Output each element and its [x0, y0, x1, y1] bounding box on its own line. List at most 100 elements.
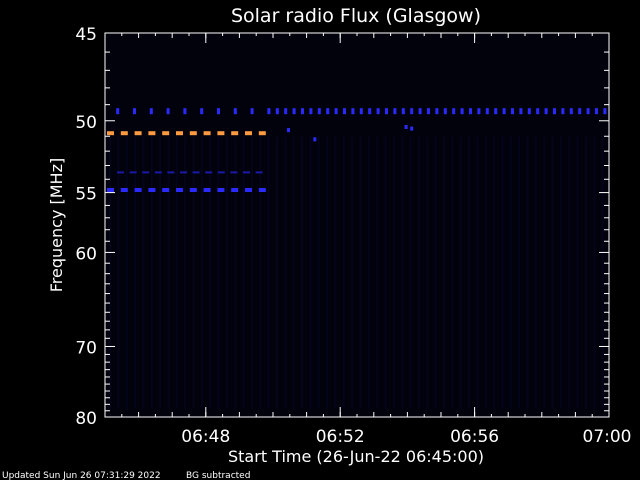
band-segment — [267, 108, 271, 115]
band-segment — [230, 171, 238, 174]
band-segment — [167, 171, 175, 174]
band-segment — [217, 171, 225, 174]
band-segment — [275, 108, 279, 115]
noise-stripe — [493, 136, 496, 410]
noise-stripe — [409, 136, 412, 410]
y-axis: 45 50 55 60 70 80 — [75, 25, 609, 429]
band-segment — [544, 108, 548, 115]
x-tick-label: 07:00 — [583, 427, 632, 447]
band-segment — [154, 171, 162, 174]
band-segment — [189, 188, 197, 192]
noise-stripe — [484, 136, 487, 410]
band-segment — [569, 108, 573, 115]
noise-stripe — [534, 136, 537, 410]
band-segment — [334, 108, 338, 115]
noise-stripe — [417, 136, 420, 410]
x-tick-label: 06:48 — [181, 427, 230, 447]
x-axis: 06:48 06:52 06:56 07:00 — [121, 33, 632, 447]
band-segment — [116, 108, 120, 115]
band-segment — [107, 131, 114, 136]
band-segment — [243, 171, 250, 174]
band-segment — [205, 171, 213, 174]
band-segment — [255, 171, 263, 174]
noise-stripe — [342, 136, 345, 410]
band-segment — [176, 188, 183, 192]
noise-stripe — [150, 136, 153, 410]
noise-stripe — [367, 136, 370, 410]
band-segment — [284, 108, 288, 115]
noise-stripe — [167, 136, 170, 410]
emission-blip — [410, 126, 414, 131]
band-segment — [148, 188, 156, 192]
noise-stripe — [134, 136, 137, 410]
x-axis-label: Start Time (26-Jun-22 06:45:00) — [228, 447, 484, 466]
band-segment — [561, 108, 565, 115]
noise-stripe — [309, 136, 312, 410]
band-segment — [133, 108, 136, 115]
band-segment — [343, 108, 346, 115]
band-segment — [149, 108, 153, 115]
noise-stripe — [217, 136, 220, 410]
noise-stripe — [585, 136, 587, 410]
noise-stripe — [551, 136, 554, 410]
band-segment — [536, 108, 540, 115]
band-segment — [189, 131, 197, 136]
band-segment — [393, 108, 397, 115]
noise-stripe — [209, 136, 212, 410]
band-segment — [166, 108, 170, 115]
emission-blip — [313, 137, 317, 142]
band-segment — [368, 108, 372, 115]
noise-stripe — [384, 136, 387, 410]
band-segment — [351, 108, 355, 115]
band-segment — [233, 108, 237, 115]
band-segment — [292, 108, 296, 115]
band-segment — [603, 108, 607, 115]
band-segment — [183, 108, 187, 115]
band-segment — [485, 108, 489, 115]
band-segment — [527, 108, 531, 115]
band-segment — [200, 108, 204, 115]
band-segment — [385, 108, 388, 115]
band-segment — [142, 171, 150, 174]
noise-stripe — [401, 136, 404, 410]
noise-stripe — [459, 136, 462, 410]
band-segment — [359, 108, 363, 115]
band-segment — [245, 188, 252, 192]
noise-stripe — [359, 136, 362, 410]
band-segment — [469, 108, 472, 115]
band-segment — [117, 171, 124, 174]
emission-blip — [404, 125, 408, 129]
band-segment — [180, 171, 187, 174]
band-segment — [134, 188, 142, 192]
noise-stripe — [376, 136, 379, 410]
band-segment — [309, 108, 313, 115]
y-tick-label: 60 — [75, 244, 97, 264]
noise-stripe — [109, 136, 111, 410]
noise-stripe — [426, 136, 429, 410]
band-segment — [410, 108, 414, 115]
band-segment — [245, 131, 252, 136]
band-segment — [258, 188, 266, 192]
band-segment — [129, 171, 137, 174]
noise-stripe — [543, 136, 546, 410]
band-segment — [326, 108, 330, 115]
emission-blip — [287, 128, 290, 133]
x-tick-label: 06:56 — [450, 427, 499, 447]
band-segment — [217, 188, 225, 192]
noise-stripe — [468, 136, 471, 410]
band-segment — [217, 131, 225, 136]
band-segment — [578, 108, 582, 115]
noise-stripe — [317, 136, 320, 410]
noise-stripe — [476, 136, 479, 410]
noise-stripe — [184, 136, 187, 410]
noise-stripe — [326, 136, 329, 410]
band-segment — [217, 108, 220, 115]
band-segment — [258, 131, 266, 136]
noise-stripe — [334, 136, 337, 410]
band-segment — [553, 108, 556, 115]
band-segment — [231, 188, 239, 192]
band-segment — [401, 108, 405, 115]
noise-stripe — [267, 136, 270, 410]
noise-stripe — [292, 136, 295, 410]
